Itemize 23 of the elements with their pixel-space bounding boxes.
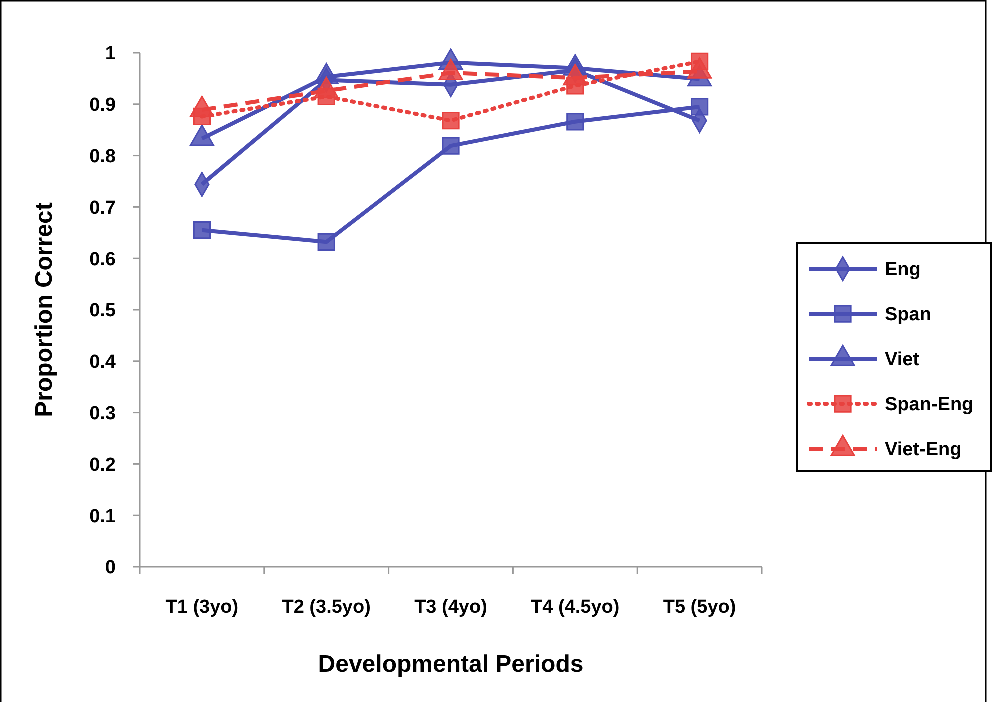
y-tick-label: 0.2 <box>90 454 116 476</box>
x-axis-title: Developmental Periods <box>318 651 584 678</box>
y-tick-label: 0.9 <box>90 95 116 116</box>
legend-label: Span-Eng <box>885 394 974 416</box>
x-tick-label: T1 (3yo) <box>166 597 239 618</box>
y-tick-label: 0.3 <box>90 403 116 424</box>
x-tick-label: T4 (4.5yo) <box>531 597 620 618</box>
y-tick-label: 0.7 <box>90 198 116 219</box>
legend-label: Viet <box>885 350 920 371</box>
y-tick-label: 0.1 <box>90 506 116 528</box>
y-tick-label: 0.5 <box>90 300 116 322</box>
x-tick-label: T5 (5yo) <box>663 597 736 618</box>
legend-label: Viet-Eng <box>885 440 962 461</box>
y-tick-label: 1 <box>105 44 116 65</box>
y-tick-label: 0.8 <box>90 146 116 168</box>
legend-label: Eng <box>885 260 921 281</box>
x-tick-label: T2 (3.5yo) <box>282 597 371 618</box>
y-tick-label: 0.4 <box>90 352 116 374</box>
legend-label: Span <box>885 304 932 326</box>
x-tick-label: T3 (4yo) <box>414 597 488 618</box>
y-axis-title: Proportion Correct <box>31 202 58 418</box>
y-tick-label: 0 <box>105 558 116 579</box>
y-tick-label: 0.6 <box>90 249 116 270</box>
